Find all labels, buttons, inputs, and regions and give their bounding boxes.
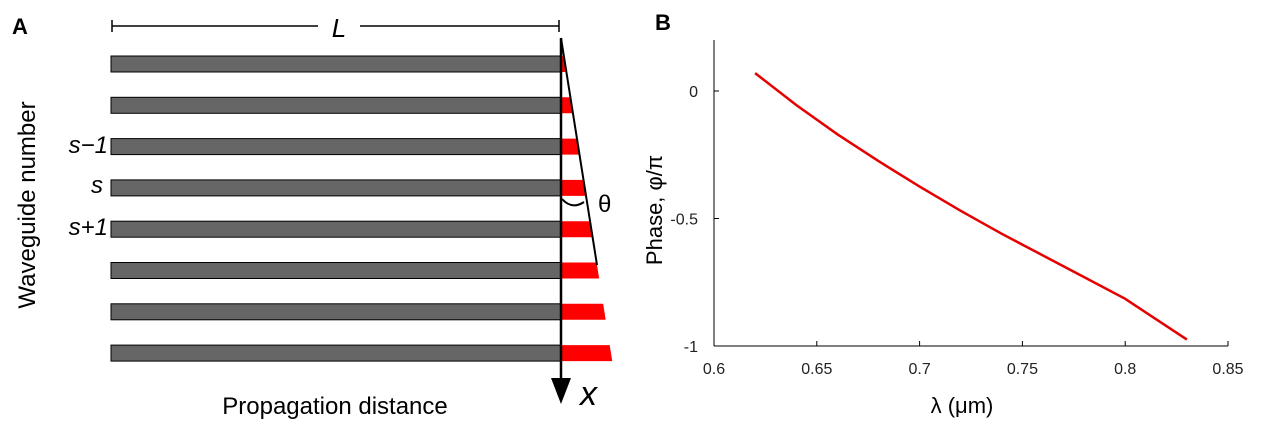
length-label: L <box>332 13 346 43</box>
row-label-s-plus-1: s+1 <box>69 214 108 241</box>
y-ticks: 0 -0.5 -1 <box>670 84 719 356</box>
y-tick-label: -1 <box>684 339 698 356</box>
phase-wedge-7 <box>561 303 606 320</box>
waveguide-3 <box>110 138 562 156</box>
x-axis-arrowhead <box>551 378 571 404</box>
x-tick-label: 0.7 <box>908 361 930 378</box>
panel-b-letter: B <box>655 10 671 35</box>
waveguide-4 <box>110 179 562 197</box>
length-dimension: L <box>111 13 560 43</box>
chart-xlabel: λ (μm) <box>931 393 994 418</box>
phase-wedge-5 <box>561 221 593 238</box>
x-tick-label: 0.65 <box>801 361 832 378</box>
waveguide-6 <box>110 262 562 279</box>
phase-wedge-4 <box>561 179 587 196</box>
x-axis-label: x <box>578 375 598 413</box>
x-ticks: 0.6 0.65 0.7 0.75 0.8 0.85 <box>703 341 1244 378</box>
panel-a-xlabel: Propagation distance <box>222 393 448 420</box>
phase-wedge-3 <box>561 138 580 155</box>
phase-wedge-2 <box>561 97 573 114</box>
panel-a-ylabel: Waveguide number <box>14 101 41 308</box>
x-tick-label: 0.8 <box>1114 361 1136 378</box>
angle-arc <box>561 198 585 207</box>
waveguide-1 <box>110 55 562 73</box>
row-label-s-minus-1: s−1 <box>69 132 108 159</box>
phase-front-line <box>560 37 598 266</box>
waveguide-8 <box>110 344 562 362</box>
x-tick-label: 0.85 <box>1212 361 1243 378</box>
waveguide-7 <box>110 303 562 321</box>
panel-a: A L x θ s−1 s s+1 Waveguide number Propa… <box>12 13 613 420</box>
phase-wedge-6 <box>561 262 600 279</box>
phase-curve <box>754 72 1188 341</box>
waveguide-5 <box>110 220 562 238</box>
waveguide-array <box>110 55 562 362</box>
x-tick-label: 0.75 <box>1007 361 1038 378</box>
panel-a-letter: A <box>12 14 28 39</box>
row-label-s: s <box>91 172 103 199</box>
angle-label: θ <box>598 191 611 218</box>
panel-b: B 0.6 0.65 0.7 0.75 0.8 0.85 0 -0.5 -1 λ (μm) P… <box>642 10 1244 418</box>
y-tick-label: -0.5 <box>670 212 698 229</box>
chart-ylabel: Phase, φ/π <box>642 155 667 265</box>
waveguide-2 <box>110 96 562 114</box>
x-tick-label: 0.6 <box>703 361 725 378</box>
phase-wedge-8 <box>561 345 613 362</box>
y-tick-label: 0 <box>689 84 698 101</box>
